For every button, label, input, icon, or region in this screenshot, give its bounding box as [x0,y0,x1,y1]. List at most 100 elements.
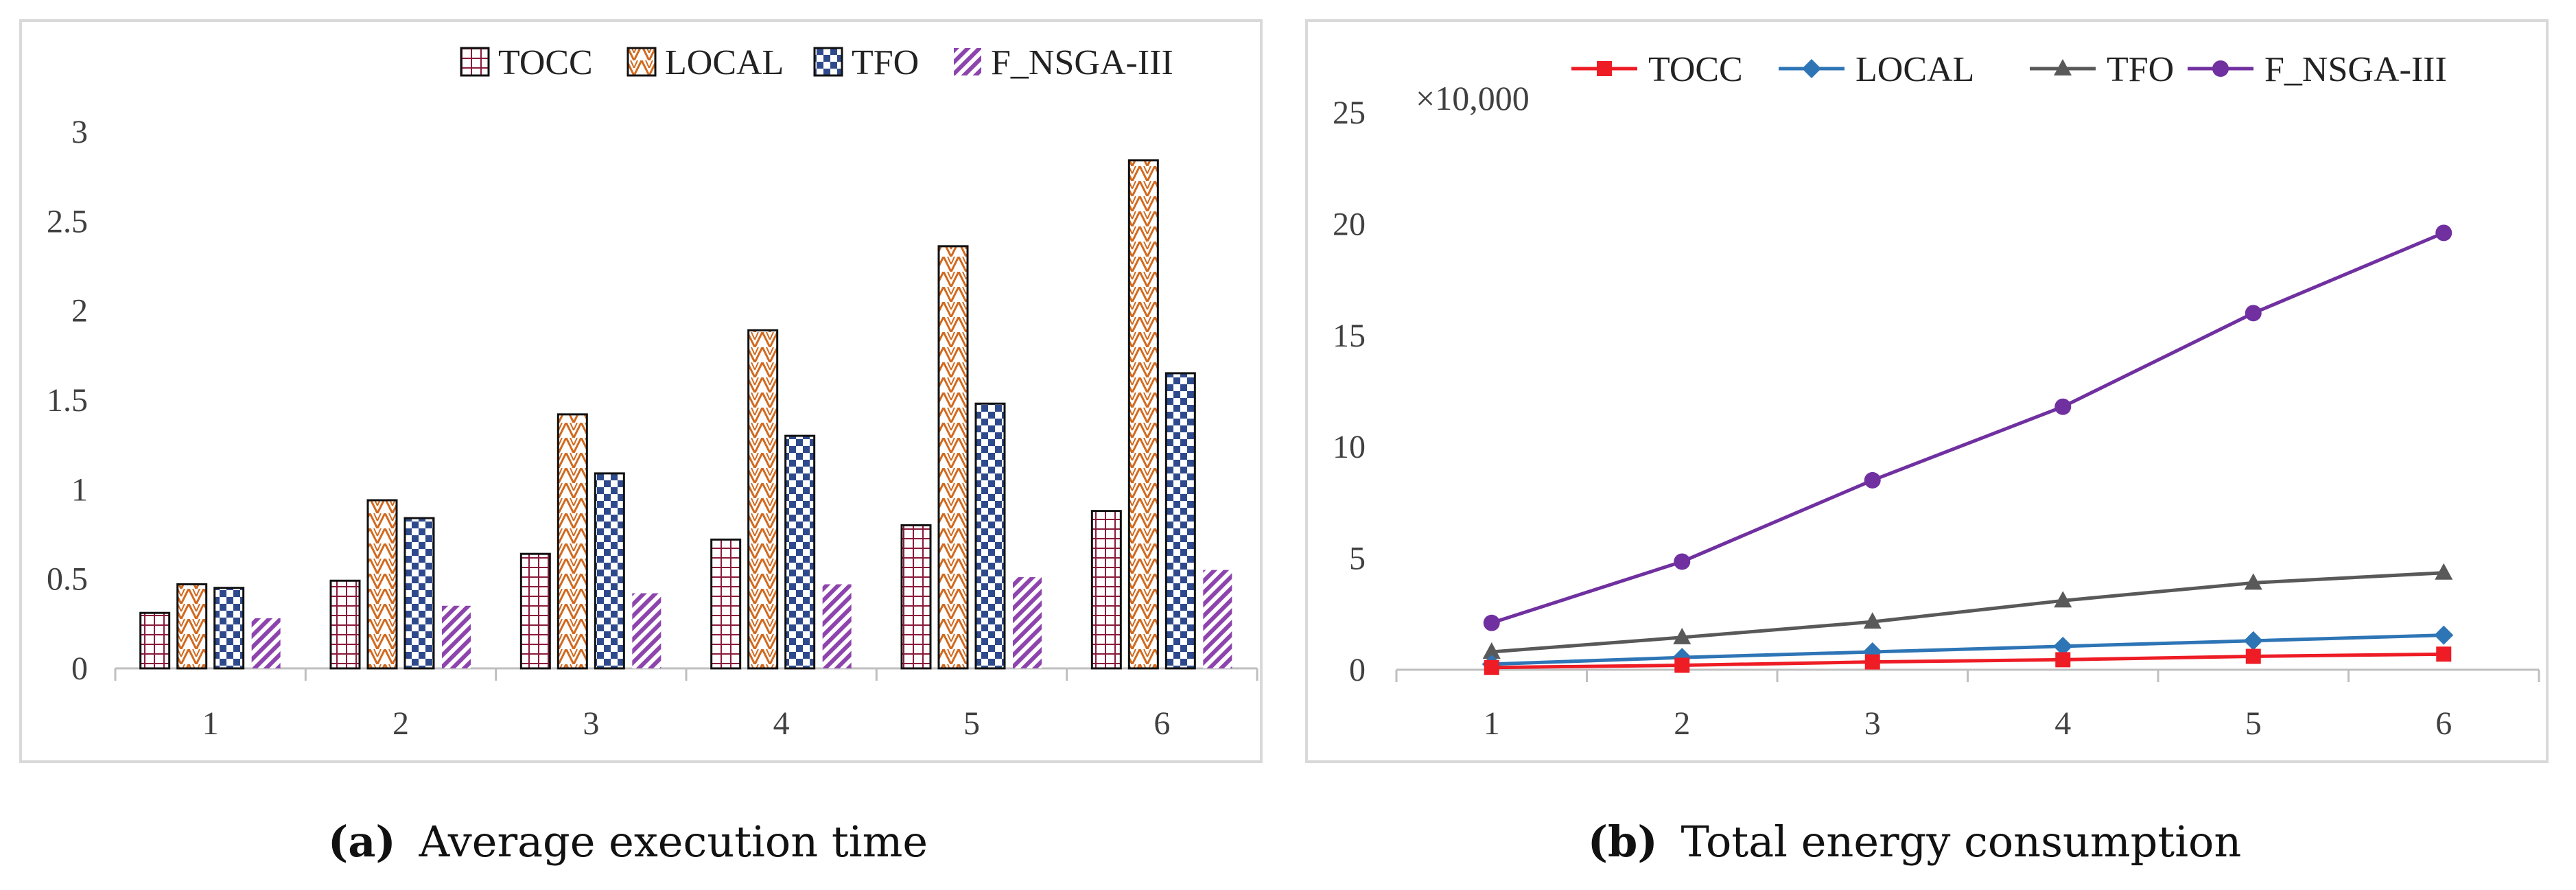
point-tocc-6 [2436,646,2452,662]
series-line-tfo [1491,571,2444,654]
x-tick-label: 5 [2245,705,2262,742]
y-tick-label: 10 [1333,429,1366,465]
x-tick-label: 1 [1484,705,1500,742]
legend-swatch [460,47,490,77]
bar-tfo-5 [974,402,1006,670]
legend-swatch [813,47,843,77]
legend-item-b: F_NSGA-III [2188,50,2447,89]
x-tick-label: 6 [2435,705,2452,742]
bar-tocc-4 [710,538,742,670]
caption-b-label: (b) [1588,817,1658,867]
point-tfo-4 [2054,591,2072,608]
point-f-nsga-iii-4 [2054,398,2072,415]
point-tfo-3 [1863,612,1882,629]
x-tick-label: 3 [583,705,599,742]
legend-item-b: TFO [2030,50,2174,89]
legend-label: F_NSGA-III [2264,50,2447,89]
bar-f-nsga-iii-3 [632,593,661,668]
point-tfo-6 [2435,563,2453,580]
bar-tfo-3 [594,472,625,670]
legend-item-a: TFO [813,43,919,82]
series-line-f-nsga-iii [1490,231,2445,625]
point-tocc-4 [2055,652,2071,668]
legend-b: TOCC LOCAL TFO F_NSGA-III [1571,50,2447,89]
point-f-nsga-iii-1 [1483,614,1500,631]
point-local-6 [2434,625,2454,645]
bar-f-nsga-iii-1 [251,618,281,668]
bar-tocc-3 [519,552,551,670]
point-tocc-3 [1864,654,1880,670]
y-tick-label: 5 [1349,541,1366,577]
legend-label: TOCC [498,43,593,82]
point-tocc-1 [1484,659,1499,675]
bar-f-nsga-iii-2 [442,605,471,668]
bar-tfo-1 [213,587,245,670]
bar-f-nsga-iii-6 [1203,570,1232,668]
x-tick-label: 6 [1154,705,1170,742]
legend-marker [1802,59,1821,78]
point-f-nsga-iii-5 [2245,305,2262,322]
point-f-nsga-iii-6 [2435,224,2452,242]
bar-tfo-4 [784,434,816,670]
y-tick-label: 15 [1333,318,1366,354]
legend-item-b: TOCC [1571,50,1743,89]
bar-f-nsga-iii-5 [1013,577,1042,668]
bar-local-6 [1127,159,1159,670]
series-line-local [1491,633,2444,666]
caption-a-label: (a) [328,817,396,867]
x-tick-label: 3 [1864,705,1881,742]
legend-label: TFO [852,43,919,82]
y-tick-label: 20 [1333,206,1366,242]
legend-marker [1597,61,1612,76]
legend-swatch [954,48,981,75]
x-tick-label: 2 [1674,705,1690,742]
x-tick-label: 2 [393,705,409,742]
legend-a: TOCC LOCAL TFO F_NSGA-III [460,43,1173,82]
point-local-4 [2053,636,2073,656]
x-tick-label: 1 [202,705,219,742]
y-tick-label: 3 [71,114,88,150]
x-tick-label: 5 [963,705,980,742]
legend-label: F_NSGA-III [991,43,1173,82]
legend-item-a: F_NSGA-III [954,43,1173,82]
bar-tocc-6 [1090,510,1122,670]
bar-tfo-2 [403,517,435,670]
y-tick-label: 1.5 [47,382,88,419]
point-local-5 [2243,631,2263,651]
y-tick-label: 2 [71,293,88,329]
bar-local-1 [176,583,208,670]
point-tfo-5 [2244,573,2262,590]
panel-b: 0 5 10 15 20 25 1 2 3 4 5 6 ×10,000 TOCC LOCAL TFO F_… [1305,19,2549,763]
point-f-nsga-iii-3 [1864,471,1881,489]
point-tfo-2 [1673,627,1691,644]
x-tick-label: 4 [2054,705,2071,742]
legend-label: LOCAL [1855,50,1974,89]
point-tfo-1 [1482,642,1501,659]
caption-b-text: Total energy consumption [1681,817,2241,867]
legend-item-a: LOCAL [627,43,784,82]
bar-tfo-6 [1164,372,1196,670]
point-tocc-5 [2245,648,2261,664]
multiplier-label: ×10,000 [1416,79,1530,117]
caption-a: (a) Average execution time [328,817,928,867]
bar-local-3 [557,413,588,670]
legend-item-b: LOCAL [1779,50,1974,89]
point-tocc-2 [1674,657,1690,673]
y-tick-label: 0 [71,651,88,687]
bar-f-nsga-iii-4 [822,584,852,668]
y-tick-label: 0.5 [47,561,88,598]
legend-label: TOCC [1648,50,1743,89]
bar-tocc-1 [139,611,171,670]
legend-marker [2212,60,2229,77]
y-tick-label: 2.5 [47,203,88,239]
caption-a-text: Average execution time [418,817,928,867]
series-line-tocc [1491,652,2444,670]
point-f-nsga-iii-2 [1674,553,1691,570]
caption-b: (b) Total energy consumption [1588,817,2242,867]
x-tick-label: 4 [773,705,790,742]
legend-label: TFO [2107,50,2174,89]
bar-local-2 [366,499,398,670]
bar-tocc-2 [329,579,361,670]
y-tick-label: 25 [1333,95,1366,131]
